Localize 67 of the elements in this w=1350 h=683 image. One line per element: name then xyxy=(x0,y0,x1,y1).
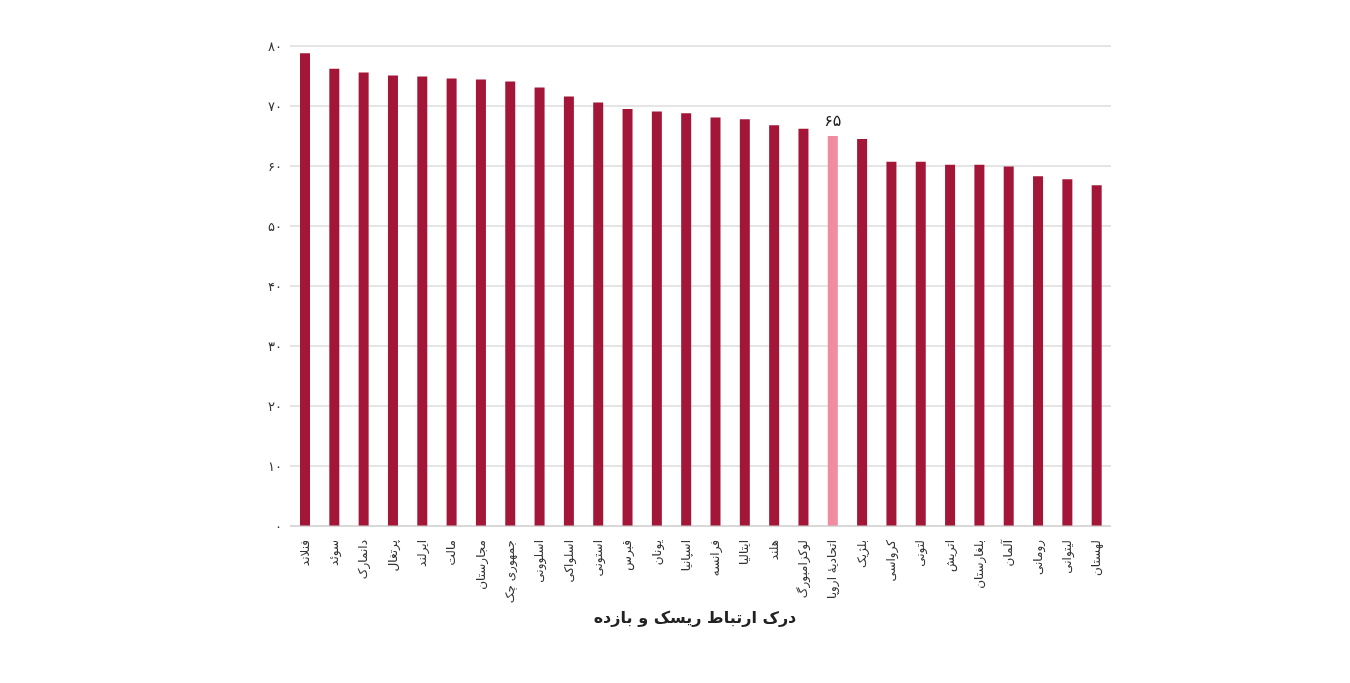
bar xyxy=(945,164,956,526)
bar xyxy=(1033,176,1044,526)
bar xyxy=(857,139,868,526)
bar xyxy=(300,53,310,526)
x-tick-label: فرانسه xyxy=(708,540,724,577)
bar xyxy=(710,117,721,526)
x-axis-title: درک ارتباط ریسک و بازده xyxy=(592,608,798,627)
x-tick-label: آلمان xyxy=(1000,539,1016,567)
x-tick-label: لتونی xyxy=(913,540,929,567)
bar xyxy=(769,125,780,526)
x-tick-label: بلژیک xyxy=(854,540,870,569)
y-tick-label: ۲۰ xyxy=(268,398,282,414)
bar xyxy=(827,136,838,526)
x-tick-label: مالت xyxy=(444,540,459,566)
bar xyxy=(798,128,809,526)
x-tick-label: اتریش xyxy=(942,540,958,572)
x-tick-label: اسپانیا xyxy=(678,540,693,572)
bar xyxy=(534,87,545,526)
x-tick-label: فنلاند xyxy=(297,540,312,567)
y-tick-label: ۷۰ xyxy=(268,98,282,114)
bar xyxy=(329,68,340,526)
bar xyxy=(1003,166,1014,526)
bar xyxy=(563,96,574,526)
x-tick-label: لوکزامبورگ xyxy=(796,540,812,599)
x-tick-label: یونان xyxy=(649,540,665,566)
y-tick-label: ۱۰ xyxy=(268,458,282,474)
bar xyxy=(475,79,486,526)
y-tick-label: ۰ xyxy=(275,518,282,534)
x-tick-label: استونی xyxy=(590,540,606,577)
x-tick-label: بلغارستان xyxy=(972,540,988,589)
x-tick-label: مجارستان xyxy=(473,540,489,590)
bar xyxy=(915,161,926,526)
bar xyxy=(739,119,750,526)
x-tick-label: هلند xyxy=(766,540,781,561)
x-tick-label: دانمارک xyxy=(356,540,372,580)
y-tick-label: ۳۰ xyxy=(268,338,282,354)
y-tick-label: ۸۰ xyxy=(268,38,282,54)
bar xyxy=(505,81,516,526)
bar xyxy=(593,102,604,526)
x-tick-label: سوئد xyxy=(326,540,342,566)
bar xyxy=(622,109,633,526)
y-tick-label: ۵۰ xyxy=(268,218,282,234)
x-tick-label: پرتغال xyxy=(385,540,401,572)
x-tick-label: لهستان xyxy=(1089,540,1104,576)
bar xyxy=(651,111,662,526)
x-tick-label: اسلواکی xyxy=(561,540,577,583)
bar xyxy=(387,75,398,526)
bar xyxy=(358,72,369,526)
y-tick-label: ۶۰ xyxy=(268,158,282,174)
y-tick-label: ۴۰ xyxy=(268,278,282,294)
bar xyxy=(974,164,985,526)
x-tick-label: ایرلند xyxy=(414,540,430,567)
bar xyxy=(446,78,457,526)
bar xyxy=(1091,185,1102,526)
bar xyxy=(417,76,428,526)
x-tick-label: جمهوری چک xyxy=(502,540,518,604)
x-tick-label: اسلوونی xyxy=(532,540,548,583)
x-tick-label: ایتالیا xyxy=(737,540,752,565)
x-tick-label: کرواسی xyxy=(884,539,900,582)
bar xyxy=(1062,179,1073,526)
bar xyxy=(681,113,692,526)
x-tick-label: اتحادیهٔ اروپا xyxy=(825,540,841,599)
bar xyxy=(886,161,897,526)
x-tick-label: قبرس xyxy=(620,540,636,571)
x-tick-label: لیتوانی xyxy=(1060,540,1076,574)
data-label: ۶۵ xyxy=(824,111,842,130)
x-tick-label: رومانی xyxy=(1030,539,1046,576)
